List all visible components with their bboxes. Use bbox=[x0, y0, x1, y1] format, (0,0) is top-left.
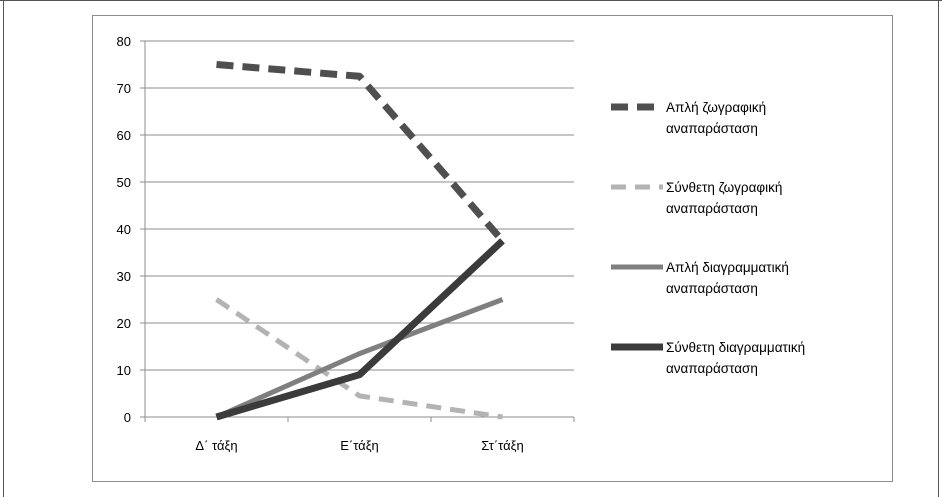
legend-label-line: Απλή διαγραμματική bbox=[666, 260, 789, 275]
y-tick-label: 20 bbox=[117, 316, 131, 331]
series-line-1 bbox=[216, 61, 506, 244]
x-tick-label: Στ΄τάξη bbox=[481, 438, 523, 453]
x-tick-label: Δ΄ τάξη bbox=[195, 438, 237, 453]
legend: Απλή ζωγραφική αναπαράσταση Σύνθετη ζωγραφ… bbox=[611, 100, 805, 376]
legend-label-line: Σύνθετη ζωγραφική bbox=[666, 180, 782, 195]
y-tick-label: 10 bbox=[117, 363, 131, 378]
page-right-rule bbox=[938, 0, 939, 497]
y-tick-label: 40 bbox=[117, 222, 131, 237]
legend-label-line: αναπαράσταση bbox=[666, 121, 758, 136]
y-tick-label: 80 bbox=[117, 34, 131, 49]
legend-label-line: Απλή ζωγραφική bbox=[666, 100, 766, 115]
y-tick-label: 70 bbox=[117, 81, 131, 96]
series-line-4 bbox=[215, 238, 505, 421]
y-tick-label: 50 bbox=[117, 175, 131, 190]
series-line-3 bbox=[215, 297, 504, 420]
page-top-rule bbox=[0, 0, 942, 1]
axes: 0 10 20 30 40 50 60 70 80 Δ΄ τάξη Ε΄τάξη Στ΄τάξη bbox=[117, 34, 575, 453]
series-lines bbox=[215, 61, 506, 421]
legend-label-line: αναπαράσταση bbox=[666, 361, 758, 376]
x-tick-label: Ε΄τάξη bbox=[340, 438, 379, 453]
series-line-2 bbox=[215, 297, 503, 420]
y-tick-label: 60 bbox=[117, 128, 131, 143]
legend-label-line: αναπαράσταση bbox=[666, 201, 758, 216]
page-left-rule bbox=[3, 0, 4, 497]
legend-label-line: αναπαράσταση bbox=[666, 281, 758, 296]
y-tick-label: 30 bbox=[117, 269, 131, 284]
y-tick-label: 0 bbox=[124, 410, 131, 425]
gridlines bbox=[145, 40, 574, 371]
legend-label-line: Σύνθετη διαγραμματική bbox=[666, 340, 805, 355]
